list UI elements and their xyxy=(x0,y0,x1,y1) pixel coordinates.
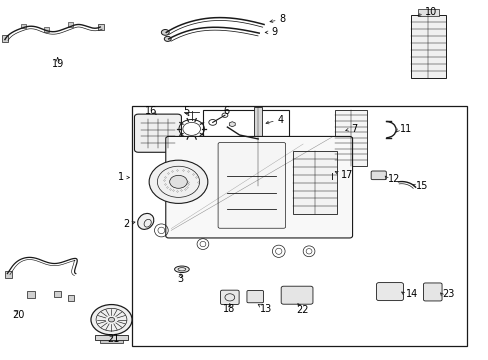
Circle shape xyxy=(164,36,171,41)
Ellipse shape xyxy=(137,213,154,229)
Circle shape xyxy=(108,318,114,322)
FancyBboxPatch shape xyxy=(281,286,312,304)
Text: 7: 7 xyxy=(350,123,357,134)
Text: 17: 17 xyxy=(341,170,353,180)
Bar xyxy=(68,295,74,301)
FancyBboxPatch shape xyxy=(246,291,263,303)
Text: 5: 5 xyxy=(183,106,188,116)
Text: 3: 3 xyxy=(177,274,183,284)
FancyBboxPatch shape xyxy=(370,171,386,180)
Text: 10: 10 xyxy=(425,7,437,17)
Bar xyxy=(98,24,103,30)
Text: 20: 20 xyxy=(12,310,24,320)
Bar xyxy=(203,110,288,166)
Text: 14: 14 xyxy=(405,289,417,300)
Text: 1: 1 xyxy=(117,172,123,183)
Bar xyxy=(132,106,466,346)
FancyBboxPatch shape xyxy=(323,162,340,174)
Text: 15: 15 xyxy=(415,181,427,191)
Circle shape xyxy=(91,305,132,335)
Text: 4: 4 xyxy=(277,114,284,125)
Text: 2: 2 xyxy=(123,219,129,229)
Ellipse shape xyxy=(174,266,189,273)
Bar xyxy=(334,110,366,166)
FancyBboxPatch shape xyxy=(218,143,285,228)
Text: 6: 6 xyxy=(224,106,229,116)
Bar xyxy=(293,151,337,214)
Bar xyxy=(254,107,261,186)
Bar xyxy=(21,24,26,28)
Text: 19: 19 xyxy=(51,59,64,69)
Circle shape xyxy=(161,30,169,35)
Bar xyxy=(5,271,12,278)
Circle shape xyxy=(149,160,207,203)
Text: 16: 16 xyxy=(144,106,157,116)
FancyBboxPatch shape xyxy=(220,290,239,305)
Text: 8: 8 xyxy=(279,14,285,24)
Text: 21: 21 xyxy=(107,334,120,345)
Bar xyxy=(2,35,8,42)
FancyBboxPatch shape xyxy=(165,136,352,238)
FancyBboxPatch shape xyxy=(134,114,181,152)
Text: 9: 9 xyxy=(271,27,277,37)
Text: 18: 18 xyxy=(222,304,235,314)
Bar xyxy=(68,22,73,27)
Text: 11: 11 xyxy=(399,123,411,134)
Text: 23: 23 xyxy=(442,289,454,300)
Bar xyxy=(95,335,128,340)
Bar xyxy=(100,340,122,343)
Bar xyxy=(417,9,438,16)
Bar xyxy=(54,291,61,297)
Circle shape xyxy=(169,175,187,188)
FancyBboxPatch shape xyxy=(423,283,441,301)
FancyBboxPatch shape xyxy=(376,283,403,301)
Bar xyxy=(44,27,49,32)
Bar xyxy=(410,15,445,78)
Text: 13: 13 xyxy=(260,304,272,314)
Text: 12: 12 xyxy=(387,174,399,184)
Text: 22: 22 xyxy=(295,305,308,315)
Bar xyxy=(27,291,35,298)
